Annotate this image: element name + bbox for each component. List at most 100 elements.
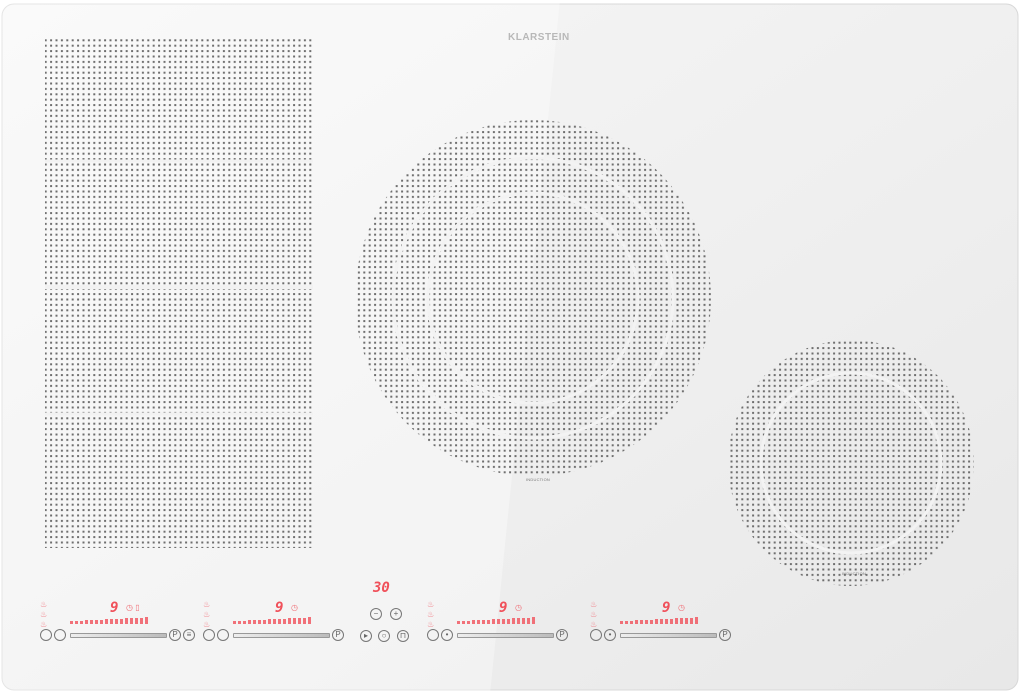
power-slider[interactable] <box>70 633 167 638</box>
timer-plus-button[interactable]: + <box>390 608 402 620</box>
pot-button[interactable] <box>203 629 215 641</box>
level-bar <box>263 619 266 624</box>
level-bar <box>660 619 663 624</box>
level-bar <box>283 618 286 624</box>
level-bar <box>630 620 633 624</box>
power-slider[interactable] <box>233 633 330 638</box>
pot-icons: ♨ ♨ ♨ <box>427 600 435 629</box>
lock-button[interactable]: ⊓ <box>397 630 409 642</box>
level-bar <box>100 619 103 624</box>
level-bar <box>482 619 485 624</box>
level-bar <box>243 620 246 624</box>
level-bar <box>248 620 251 624</box>
power-slider[interactable] <box>457 633 554 638</box>
level-bar <box>487 619 490 624</box>
power-button[interactable]: ○ <box>378 630 390 642</box>
level-bar <box>670 618 673 624</box>
level-bar <box>105 619 108 624</box>
level-bar <box>140 617 143 624</box>
level-bar <box>75 620 78 624</box>
timer-display: 30 <box>373 580 390 596</box>
level-bar <box>268 619 271 624</box>
power-level-bars <box>70 617 148 624</box>
on-off-button[interactable]: • <box>441 629 453 641</box>
level-bar <box>695 617 698 624</box>
pot-icons: ♨ ♨ ♨ <box>590 600 598 629</box>
level-bar <box>238 620 241 624</box>
level-bar <box>640 620 643 624</box>
power-level-bars <box>620 617 698 624</box>
zone-control-4: ♨ ♨ ♨ 9 ◷ • P <box>590 596 780 646</box>
play-icon: ▸ <box>363 631 368 640</box>
level-bar <box>303 617 306 624</box>
level-display: 9 <box>110 600 119 616</box>
level-bar <box>680 618 683 624</box>
timer-icon: ◷ <box>515 603 522 612</box>
level-bar <box>135 617 138 624</box>
pot-button[interactable] <box>590 629 602 641</box>
pot-button[interactable] <box>40 629 52 641</box>
boost-button[interactable]: P <box>556 629 568 641</box>
level-bar <box>462 620 465 624</box>
level-bar <box>502 618 505 624</box>
level-bar <box>110 619 113 624</box>
level-bar <box>293 618 296 624</box>
timer-icon: ◷ <box>291 603 298 612</box>
power-level-bars <box>457 617 535 624</box>
level-bar <box>527 617 530 624</box>
level-bar <box>620 621 623 624</box>
level-bar <box>80 620 83 624</box>
level-bar <box>308 617 311 624</box>
level-bar <box>278 618 281 624</box>
level-bar <box>130 618 133 624</box>
level-bar <box>145 617 148 624</box>
level-bar <box>125 618 128 624</box>
level-bar <box>85 620 88 624</box>
level-bar <box>635 620 638 624</box>
level-bar <box>120 618 123 624</box>
level-bar <box>507 618 510 624</box>
level-bar <box>472 620 475 624</box>
small-cooking-zone <box>728 340 974 586</box>
timer-icon: ◷ <box>678 603 685 612</box>
level-bar <box>492 619 495 624</box>
flex-button[interactable]: ≡ <box>183 629 195 641</box>
boost-button[interactable]: P <box>169 629 181 641</box>
level-bar <box>457 621 460 624</box>
minus-icon: − <box>373 609 379 618</box>
level-bar <box>233 621 236 624</box>
level-display: 9 <box>275 600 284 616</box>
level-bar <box>253 620 256 624</box>
level-bar <box>517 618 520 624</box>
pot-button[interactable] <box>427 629 439 641</box>
power-level-bars <box>233 617 311 624</box>
level-bar <box>298 617 301 624</box>
on-off-button[interactable]: • <box>604 629 616 641</box>
level-bar <box>477 620 480 624</box>
power-slider[interactable] <box>620 633 717 638</box>
level-bar <box>675 618 678 624</box>
timer-icon: ◷ ▯ <box>126 603 140 612</box>
boost-button[interactable]: P <box>719 629 731 641</box>
plus-icon: + <box>393 609 399 618</box>
on-off-button[interactable] <box>217 629 229 641</box>
zone-control-2: ♨ ♨ ♨ 9 ◷ P <box>203 596 393 646</box>
zone-label: INDUCTION <box>526 477 551 482</box>
zone-label: INDUCTION <box>842 571 867 576</box>
on-off-button[interactable] <box>54 629 66 641</box>
level-bar <box>532 617 535 624</box>
boost-button[interactable]: P <box>332 629 344 641</box>
play-pause-button[interactable]: ▸ <box>360 630 372 642</box>
timer-minus-button[interactable]: − <box>370 608 382 620</box>
power-icon: ○ <box>381 631 387 640</box>
level-bar <box>288 618 291 624</box>
pot-icons: ♨ ♨ ♨ <box>203 600 211 629</box>
brand-logo: KLARSTEIN <box>508 32 570 43</box>
level-bar <box>665 618 668 624</box>
level-bar <box>625 620 628 624</box>
level-bar <box>645 619 648 624</box>
level-display: 9 <box>662 600 671 616</box>
level-bar <box>497 619 500 624</box>
level-bar <box>258 619 261 624</box>
